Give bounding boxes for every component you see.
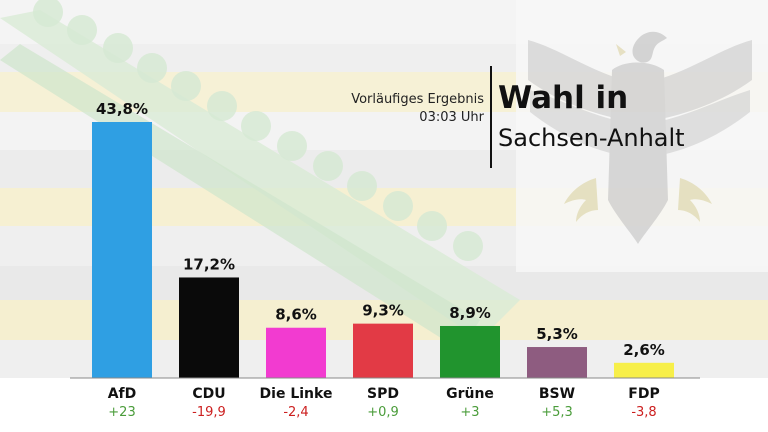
wreath-leaf [347,171,377,201]
category-label: SPD [367,386,399,402]
wreath-leaf [137,53,167,83]
wreath-leaf [453,231,483,261]
bars [92,122,674,378]
change-label: +3 [460,405,479,420]
labels: 43,8% AfD +23 17,2% CDU -19,9 8,6% Die Linke -2,… [96,100,665,420]
bar-grüne [440,325,500,378]
change-label: -2,4 [283,405,308,420]
wreath-leaf [67,15,97,45]
value-label: 2,6% [623,341,665,359]
change-label: +0,9 [367,405,399,420]
change-label: +23 [108,405,135,420]
wreath-leaf [313,151,343,181]
change-label: -19,9 [192,405,226,420]
page-title: Wahl in [498,80,629,116]
bar-die-linke [266,327,326,378]
value-label: 8,9% [449,304,491,322]
diagonal-band-inner [0,44,480,350]
result-status-label: Vorläufiges Ergebnis [351,92,484,107]
result-time-label: 03:03 Uhr [419,110,484,125]
change-label: +5,3 [541,405,573,420]
category-label: AfD [108,386,137,402]
value-label: 43,8% [96,100,148,118]
header-divider [490,66,492,168]
bar-fdp [614,362,674,378]
change-label: -3,8 [631,405,656,420]
wreath-leaf [417,211,447,241]
value-label: 8,6% [275,306,317,324]
bar-bsw [527,347,587,378]
wreath-leaf [207,91,237,121]
wreath-leaf [33,0,63,27]
diagonal-band [0,10,520,340]
value-label: 9,3% [362,302,404,320]
flag-stripe [0,378,768,432]
category-label: BSW [539,386,575,402]
value-label: 17,2% [183,255,235,273]
value-label: 5,3% [536,325,578,343]
category-label: Die Linke [260,386,333,402]
wreath-leaf [103,33,133,63]
bar-cdu [179,277,239,378]
bar-afd [92,122,152,378]
wreath-leaf [383,191,413,221]
category-label: FDP [628,386,659,402]
wreath-leaf [171,71,201,101]
category-label: Grüne [446,386,494,402]
wreath-leaf [277,131,307,161]
bar-spd [353,323,413,378]
region-title: Sachsen-Anhalt [498,124,685,152]
wreath-leaf [241,111,271,141]
category-label: CDU [192,386,225,402]
eagle-crest-icon [528,31,752,244]
